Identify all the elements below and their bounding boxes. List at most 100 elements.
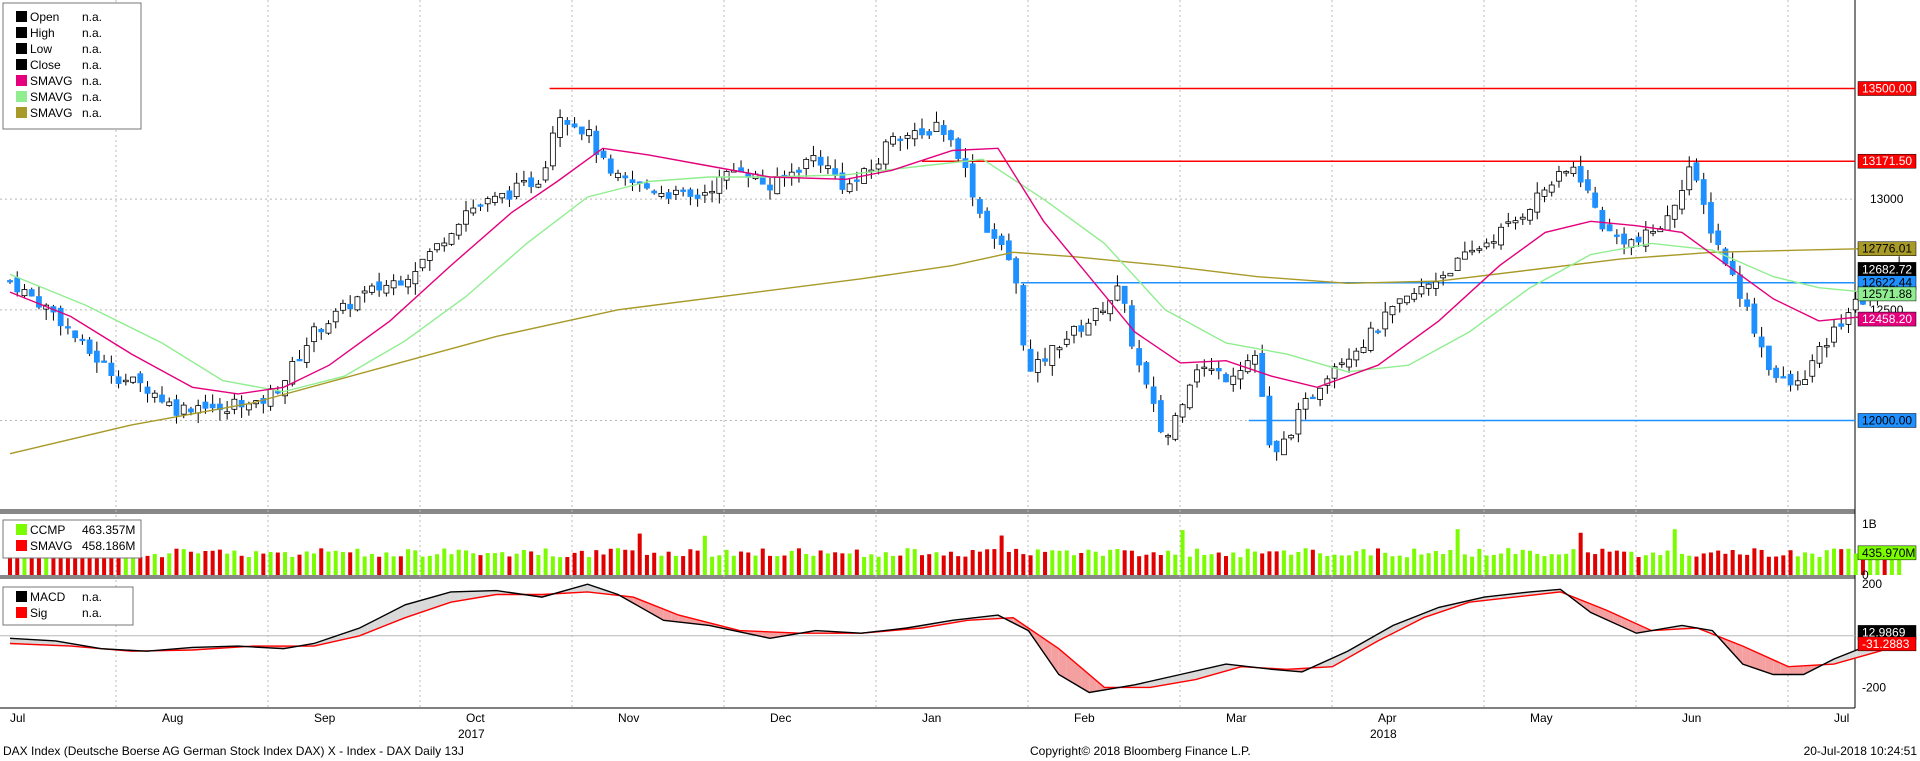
volume-bar-175 [1274,551,1279,575]
volume-bar-173 [1260,553,1265,575]
legend-main-items-value-2: n.a. [82,42,102,56]
footer-center: Copyright© 2018 Bloomberg Finance L.P. [1030,744,1251,758]
candle-body-174 [1266,395,1273,446]
legend-main-items-label-2: Low [30,42,52,56]
price-value-tag-1 [1857,153,1917,169]
volume-bar-0 [8,552,12,575]
macd-fill-52 [397,604,406,621]
volume-bar-79 [579,550,584,575]
volume-bar-240 [1745,554,1750,575]
volume-bar-229 [1665,550,1670,575]
volume-bar-103 [753,555,758,575]
candle-body-60 [441,242,448,247]
volume-bar-197 [1433,551,1438,575]
volume-bar-127 [927,554,932,575]
legend-main-items-label-1: High [30,26,55,40]
legend-main-items-label-3: Close [30,58,61,72]
candle-body-136 [991,229,998,239]
candle-body-109 [796,169,802,173]
volume-bar-78 [572,552,577,575]
legend-main-items-label-5: SMAVG [30,90,72,104]
volume-bar-231 [1680,553,1684,575]
candle-body-154 [1121,285,1128,304]
macd-fill-155 [1180,672,1188,683]
macd-fill-140 [1066,655,1074,684]
volume-bar-27 [203,551,208,575]
volume-bar-236 [1716,550,1721,575]
volume-bar-28 [210,550,215,575]
candle-body-76 [557,117,563,138]
candle-body-140 [1020,285,1027,346]
volume-bar-2 [22,555,27,575]
volume-bar-15 [116,548,121,575]
volume-bar-115 [840,553,845,575]
volume-bar-91 [666,551,671,575]
volume-bar-55 [406,549,411,575]
macd-fill-55 [420,598,428,613]
candle-body-173 [1259,353,1266,397]
candle-body-172 [1252,354,1258,365]
volume-bar-112 [818,550,823,575]
volume-bar-89 [652,552,657,575]
candle-body-3 [28,289,35,297]
volume-bar-82 [601,554,606,575]
volume-bar-56 [413,550,418,575]
macd-fill-75 [572,586,580,593]
volume-bar-86 [630,550,635,575]
volume-bar-211 [1535,553,1540,575]
candle-body-210 [1527,209,1533,221]
candle-body-143 [1042,358,1048,362]
candle-body-223 [1621,233,1627,245]
volume-bar-92 [673,555,678,575]
volume-bar-232 [1687,555,1692,575]
volume-bar-184 [1339,555,1344,575]
volume-bar-165 [1202,554,1207,575]
candle-body-244 [1773,367,1779,379]
volume-bar-192 [1397,555,1402,575]
candle-body-55 [405,278,411,288]
volume-bar-122 [891,555,896,575]
volume-bar-169 [1231,552,1236,575]
candle-body-126 [919,128,925,136]
volume-bar-12 [94,549,99,575]
month-label-4: Nov [618,711,639,725]
volume-bar-157 [1144,554,1149,575]
volume-bar-190 [1383,552,1388,575]
y-axis-labels: 12000125001300013500.0013171.5012776.011… [1857,81,1917,694]
volume-bar-22 [167,553,172,575]
candle-body-80 [586,129,592,137]
volume-bar-212 [1542,556,1547,575]
volume-bar-16 [123,549,128,575]
volume-bar-29 [217,549,222,575]
candle-body-38 [282,380,288,397]
macd-tick-1: -200 [1862,680,1886,694]
volume-bar-94 [688,549,693,575]
volume-bar-135 [985,549,990,575]
candle-body-133 [969,163,976,198]
candle-body-187 [1360,346,1367,353]
candle-body-197 [1433,281,1439,289]
legend-main-items-value-5: n.a. [82,90,102,104]
price-value-tag-6 [1857,311,1917,327]
candle-body-245 [1780,376,1787,379]
candle-body-7 [57,307,64,327]
macd-fill-87 [663,609,672,622]
candle-body-52 [383,284,390,294]
candle-body-160 [1165,435,1171,438]
volume-bar-249 [1810,553,1815,575]
candle-body-202 [1469,249,1475,253]
legend-main-items-swatch-2 [16,43,27,54]
volume-bar-71 [521,549,526,575]
legend-main-items-value-1: n.a. [82,26,102,40]
macd-fill-235 [1788,666,1796,675]
candle-body-152 [1107,300,1114,315]
candle-body-188 [1367,327,1374,351]
candle-body-144 [1049,345,1056,366]
macd-fill-153 [1165,676,1173,685]
legend-macd-items-swatch-1 [16,607,27,618]
candle-body-66 [484,198,491,205]
legend-volume-items-label-1: SMAVG [30,539,72,553]
candle-body-166 [1208,368,1215,371]
month-label-3: Oct [466,711,485,725]
candle-body-88 [644,183,650,189]
